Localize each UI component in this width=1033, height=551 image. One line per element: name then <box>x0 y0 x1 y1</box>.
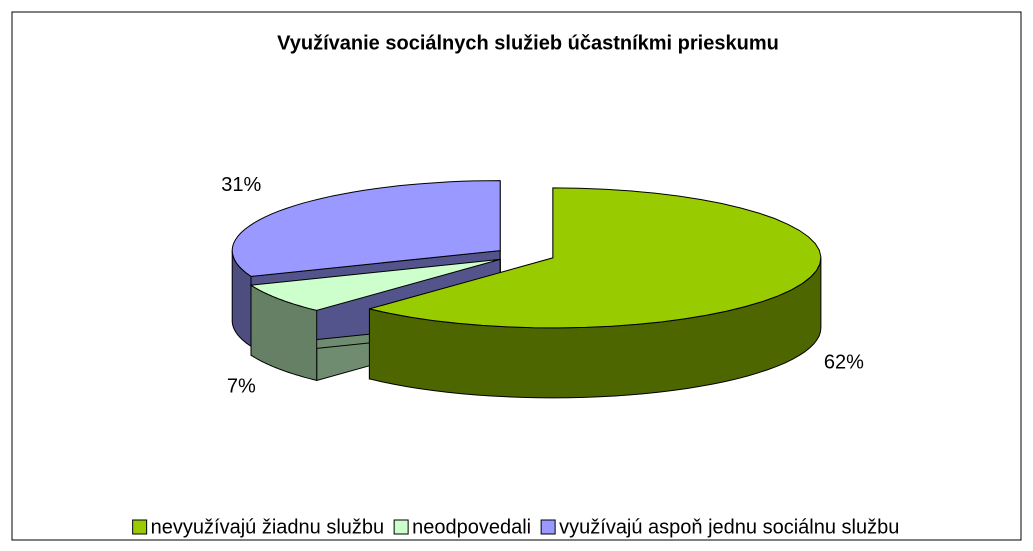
legend-swatch <box>393 519 409 535</box>
legend-label: využívajú aspoň jednu sociálnu službu <box>559 516 899 538</box>
pie-tops <box>231 180 822 329</box>
data-label: 7% <box>227 375 256 397</box>
slice <box>249 258 501 311</box>
slice <box>231 180 501 277</box>
legend-label: neodpovedali <box>412 516 531 538</box>
legend-swatch <box>540 519 556 535</box>
chart-title: Využívanie sociálnych služieb účastníkmi… <box>277 32 779 54</box>
data-label: 62% <box>824 352 864 374</box>
data-label: 31% <box>221 174 261 196</box>
legend-label: nevyužívajú žiadnu službu <box>151 516 384 538</box>
legend-swatch <box>132 519 148 535</box>
slice <box>369 187 822 329</box>
legend: nevyužívajú žiadnu službu neodpovedali vyu… <box>132 516 899 538</box>
